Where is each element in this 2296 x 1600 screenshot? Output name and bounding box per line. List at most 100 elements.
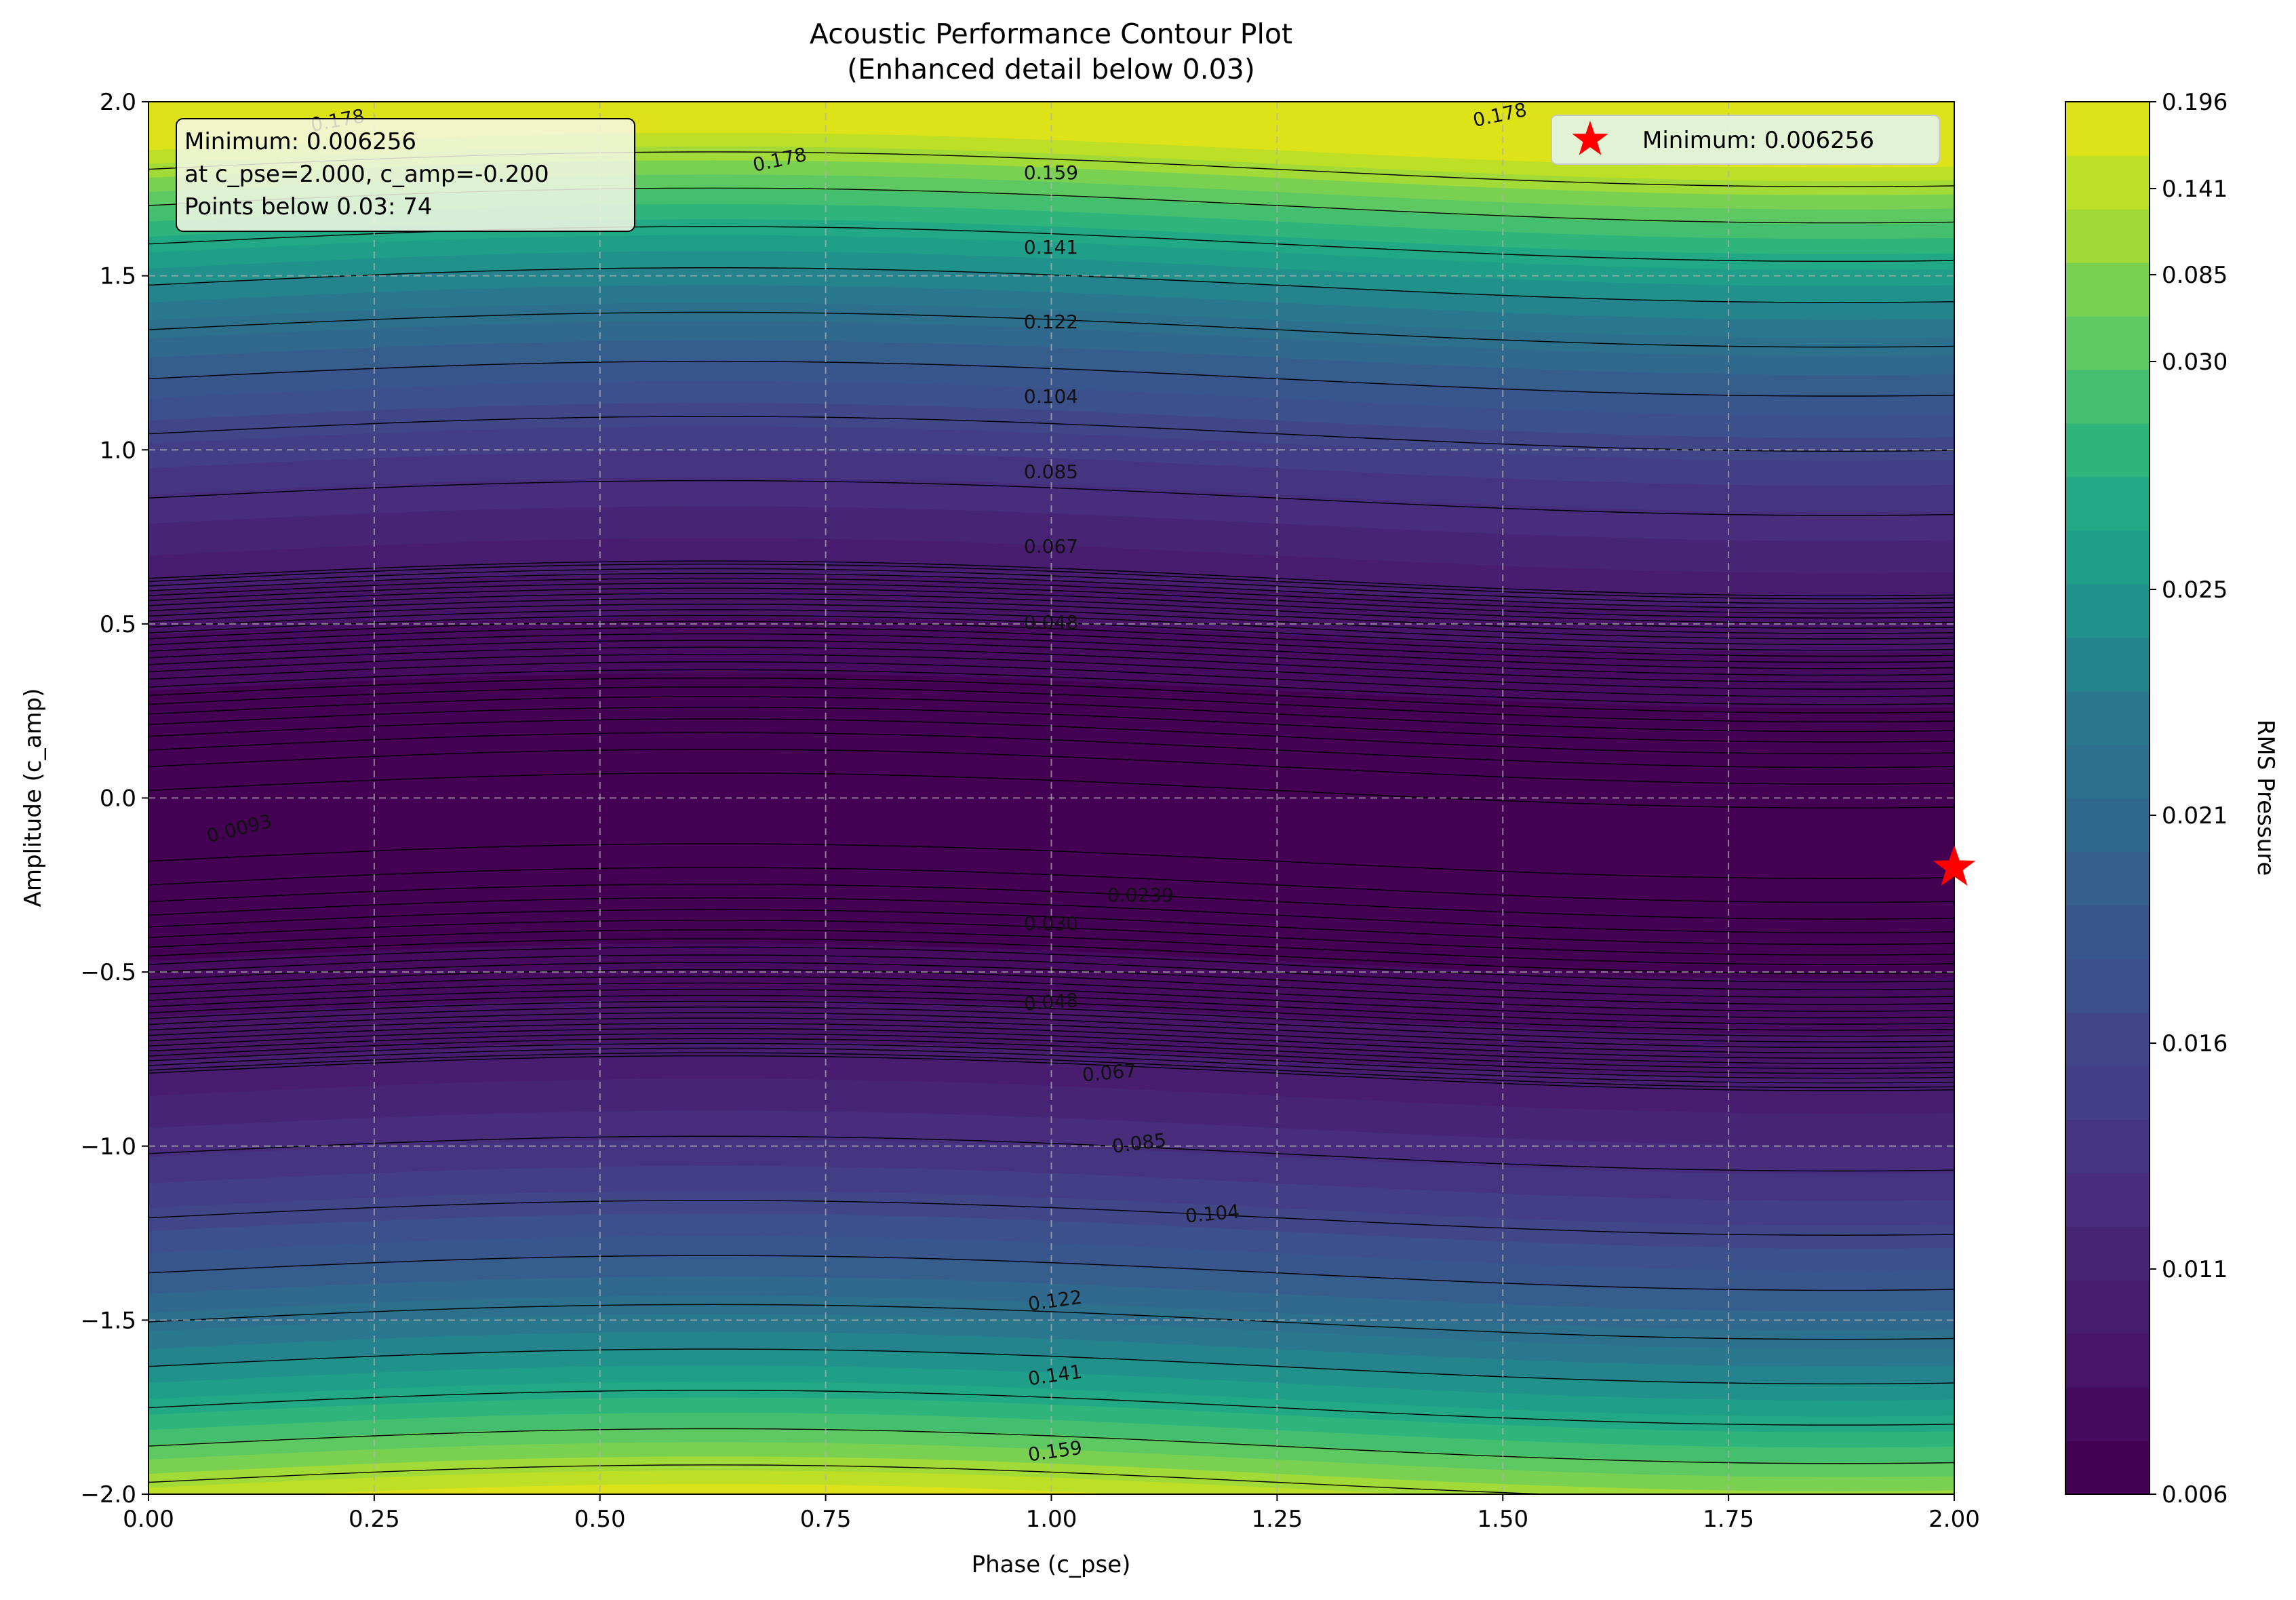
x-tick-label: 0.25 — [349, 1506, 400, 1533]
colorbar-tick-label: 0.085 — [2162, 262, 2228, 289]
contour-label: 0.085 — [1024, 461, 1078, 483]
contour-label: 0.122 — [1024, 311, 1078, 333]
contour-label-group: 0.048 — [1024, 611, 1078, 633]
contour-line — [149, 988, 1954, 1025]
x-tick-label: 0.75 — [800, 1506, 852, 1533]
y-tick-label: 0.0 — [100, 785, 136, 813]
colorbar-band — [2065, 958, 2150, 1013]
contour-line — [149, 909, 1954, 945]
colorbar-label: RMS Pressure — [2252, 720, 2279, 876]
colorbar-band — [2065, 369, 2150, 424]
colorbar-band — [2065, 1280, 2150, 1334]
contour-label-group: 0.085 — [1024, 461, 1078, 483]
y-tick-label: −0.5 — [80, 959, 136, 986]
contour-line — [149, 920, 1954, 956]
colorbar-tick-label: 0.021 — [2162, 802, 2228, 830]
colorbar-band — [2065, 476, 2150, 531]
colorbar-band — [2065, 1066, 2150, 1120]
chart-subtitle: (Enhanced detail below 0.03) — [847, 53, 1255, 85]
colorbar-band — [2065, 208, 2150, 263]
colorbar-tick-label: 0.025 — [2162, 577, 2228, 604]
legend-label: Minimum: 0.006256 — [1642, 127, 1874, 154]
colorbar-band — [2065, 1012, 2150, 1067]
contour-line — [149, 646, 1954, 683]
contour-label: 0.141 — [1024, 236, 1078, 258]
x-axis-ticks: 0.00 0.25 0.50 0.75 1.00 1.25 1.50 1.75 2.00 — [123, 1494, 1980, 1533]
colorbar-band — [2065, 851, 2150, 906]
contour-label-group: 0.067 — [1082, 1059, 1138, 1087]
colorbar-tick-label: 0.196 — [2162, 89, 2228, 116]
contour-line — [149, 1047, 1954, 1084]
contour-line — [149, 1304, 1954, 1340]
contour-line — [149, 749, 1954, 785]
contour-line — [149, 1000, 1954, 1037]
contour-line — [149, 773, 1954, 808]
contour-label: 0.048 — [1024, 611, 1078, 633]
y-tick-label: 1.0 — [100, 437, 136, 464]
contour-line — [149, 954, 1954, 990]
chart-title: Acoustic Performance Contour Plot — [810, 18, 1292, 50]
colorbar-band — [2065, 905, 2150, 960]
contour-line — [149, 563, 1954, 600]
colorbar-band — [2065, 637, 2150, 692]
colorbar-tick-label: 0.141 — [2162, 176, 2228, 203]
contour-line — [149, 1428, 1954, 1464]
contour-line — [149, 677, 1954, 714]
contour-label: 0.067 — [1024, 535, 1078, 558]
contour-label: 0.159 — [1024, 161, 1078, 184]
x-tick-label: 0.00 — [123, 1506, 174, 1533]
y-tick-label: 0.5 — [100, 611, 136, 638]
colorbar-band — [2065, 530, 2150, 585]
x-tick-label: 1.25 — [1252, 1506, 1303, 1533]
x-tick-label: 1.50 — [1477, 1506, 1528, 1533]
y-axis-label: Amplitude (c_amp) — [20, 688, 47, 908]
colorbar-band — [2065, 1173, 2150, 1227]
contour-line — [149, 633, 1954, 669]
colorbar-band — [2065, 583, 2150, 638]
colorbar-band — [2065, 1226, 2150, 1281]
contour-line — [149, 946, 1954, 983]
contour-line — [149, 621, 1954, 657]
contour-label: 0.104 — [1185, 1201, 1241, 1228]
x-tick-label: 2.00 — [1928, 1506, 1980, 1533]
colorbar-tick-label: 0.011 — [2162, 1256, 2228, 1283]
contour-label-group: 0.0239 — [1107, 884, 1174, 906]
contour-line — [149, 969, 1954, 1005]
contour-label: 0.104 — [1024, 385, 1078, 408]
contour-line — [149, 577, 1954, 614]
contour-label: 0.030 — [1024, 912, 1078, 935]
y-tick-label: 2.0 — [100, 89, 136, 116]
contour-label-group: 0.122 — [1024, 311, 1078, 333]
y-tick-label: −1.5 — [80, 1307, 136, 1334]
colorbar-band — [2065, 1441, 2150, 1495]
contour-line — [149, 1255, 1954, 1291]
contour-line — [149, 1464, 1560, 1494]
contour-line — [149, 897, 1954, 933]
x-axis-label: Phase (c_pse) — [972, 1551, 1131, 1578]
contour-line — [149, 416, 1954, 452]
contour-line — [149, 311, 1954, 348]
x-tick-label: 1.00 — [1026, 1506, 1077, 1533]
contour-label-group: 0.141 — [1024, 236, 1078, 258]
colorbar-tick-label: 0.030 — [2162, 349, 2228, 376]
y-tick-label: 1.5 — [100, 263, 136, 290]
y-axis-ticks: −2.0 −1.5 −1.0 −0.5 0.0 0.5 1.0 1.5 2.0 — [80, 89, 149, 1508]
colorbar-band — [2065, 798, 2150, 853]
contour-label-group: 0.048 — [1023, 989, 1079, 1015]
contour-label-group: 0.104 — [1185, 1201, 1241, 1228]
annotation-line-2: at c_pse=2.000, c_amp=-0.200 — [184, 161, 549, 188]
contour-label-group: 0.104 — [1024, 385, 1078, 408]
contour-line — [149, 669, 1954, 705]
contour-label-group: 0.067 — [1024, 535, 1078, 558]
colorbar-band — [2065, 1387, 2150, 1441]
colorbar-band — [2065, 102, 2150, 156]
contour-label-group: 0.159 — [1024, 161, 1078, 184]
legend: Minimum: 0.006256 — [1551, 115, 1940, 165]
contour-line — [149, 609, 1954, 646]
colorbar-band — [2065, 423, 2150, 477]
colorbar-band — [2065, 262, 2150, 317]
colorbar-band — [2065, 315, 2150, 370]
minimum-annotation-box: Minimum: 0.006256 at c_pse=2.000, c_amp=… — [176, 118, 635, 232]
contour-line — [149, 1348, 1954, 1385]
